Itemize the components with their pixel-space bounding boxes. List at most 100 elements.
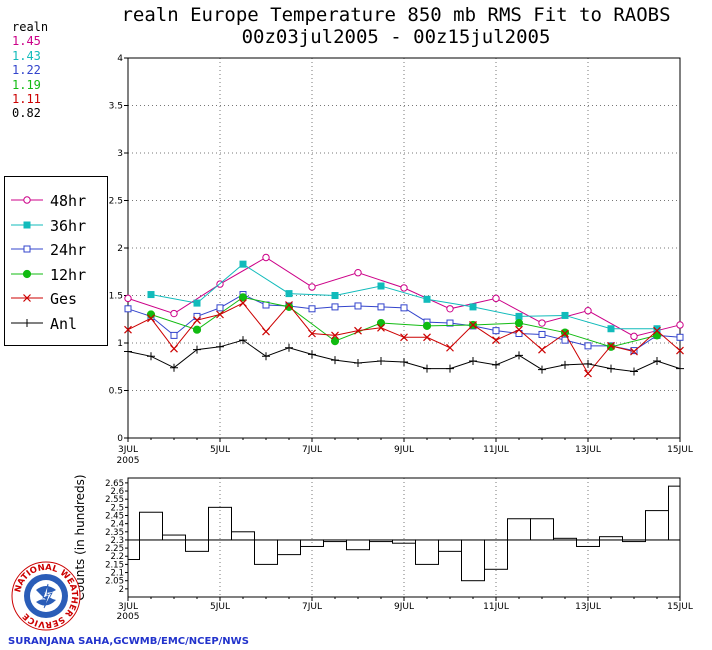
x-tick-label: 13JUL xyxy=(575,445,601,455)
data-point xyxy=(192,325,202,334)
count-bar xyxy=(277,539,301,556)
y-tick-label: 2.3 xyxy=(110,536,124,546)
stats-value-36hr: 1.43 xyxy=(12,48,41,63)
data-point xyxy=(354,269,362,277)
count-bar xyxy=(162,534,186,541)
x-year-label: 2005 xyxy=(117,456,140,466)
count-bar xyxy=(507,518,531,541)
legend-label: 36hr xyxy=(50,216,87,235)
legend-marker xyxy=(23,318,31,327)
data-point xyxy=(538,345,546,354)
count-bar xyxy=(127,539,140,561)
data-point xyxy=(561,336,569,344)
data-point xyxy=(285,343,293,352)
bar-plot-frame xyxy=(127,477,681,598)
data-point xyxy=(653,326,661,335)
legend-swatch xyxy=(11,269,43,278)
x-tick-label: 9JUL xyxy=(394,445,414,455)
data-point xyxy=(377,303,385,311)
legend-marker xyxy=(22,269,32,278)
data-point xyxy=(630,347,638,356)
stats-panel: realn 1.45 1.43 1.22 1.19 1.11 0.82 xyxy=(12,20,48,121)
count-bar xyxy=(139,511,163,541)
legend-label: 48hr xyxy=(50,192,87,210)
data-point xyxy=(400,333,408,342)
data-point xyxy=(538,365,546,374)
x-tick-label: 5JUL xyxy=(210,602,230,612)
legend-label: 24hr xyxy=(50,241,87,259)
data-point xyxy=(492,294,500,303)
y-tick-label: 2 xyxy=(117,244,123,254)
data-point xyxy=(308,283,316,291)
stats-header: realn xyxy=(12,20,49,34)
count-bar xyxy=(254,539,278,565)
count-bar xyxy=(645,510,669,541)
data-point xyxy=(400,284,408,292)
y-tick-label: 1.5 xyxy=(109,292,123,302)
data-point xyxy=(239,299,247,308)
legend-item-48hr: 48hr xyxy=(5,189,107,213)
count-bar xyxy=(231,531,255,541)
legend-item-anl: Anl xyxy=(5,312,107,336)
count-bar xyxy=(208,506,232,541)
data-point xyxy=(170,331,178,339)
legend-marker xyxy=(23,221,31,228)
y-tick-label: 0.5 xyxy=(109,387,123,397)
series-line xyxy=(150,263,657,330)
data-point xyxy=(446,305,454,313)
data-point xyxy=(515,351,523,360)
x-tick-label: 7JUL xyxy=(302,445,322,455)
data-point xyxy=(354,326,362,335)
legend-item-36hr: 36hr xyxy=(5,214,107,238)
x-tick-label: 3JUL xyxy=(118,445,138,455)
data-point xyxy=(216,342,224,351)
data-point xyxy=(607,364,615,373)
count-bar xyxy=(461,539,485,582)
data-point xyxy=(584,342,592,350)
y-axis-label: Counts (in hundreds) xyxy=(73,474,87,600)
data-point xyxy=(376,318,386,328)
y-tick-label: 2.55 xyxy=(105,495,124,505)
data-point xyxy=(308,329,316,338)
x-tick-label: 11JUL xyxy=(483,602,509,612)
legend-swatch xyxy=(11,318,43,327)
data-point xyxy=(400,358,408,366)
y-tick-label: 0 xyxy=(117,434,123,444)
data-point xyxy=(538,330,546,338)
data-point xyxy=(331,331,339,340)
stats-value-anl: 0.82 xyxy=(12,106,41,121)
legend-swatch xyxy=(11,196,43,204)
data-point xyxy=(561,329,569,338)
data-point xyxy=(377,323,385,332)
legend-marker xyxy=(23,294,31,302)
series-ges xyxy=(124,299,684,378)
y-tick-label: 2.4 xyxy=(110,520,124,530)
chart-legend: 48hr 36hr 24hr 12hr Ges Anl xyxy=(4,176,108,346)
data-point xyxy=(124,347,132,356)
data-point xyxy=(676,364,684,373)
y-tick-label: 1 xyxy=(117,339,123,349)
x-tick-label: 13JUL xyxy=(575,602,601,612)
x-tick-label: 11JUL xyxy=(483,445,509,455)
data-point xyxy=(584,359,592,368)
y-tick-label: 3 xyxy=(117,149,123,159)
data-point xyxy=(652,331,662,340)
data-point xyxy=(239,336,247,345)
data-point xyxy=(124,294,132,303)
data-point xyxy=(331,356,339,365)
legend-label: Ges xyxy=(50,290,78,308)
x-year-label: 2005 xyxy=(117,612,140,622)
legend-item-24hr: 24hr xyxy=(5,238,107,262)
data-point xyxy=(147,314,155,323)
y-tick-label: 2 xyxy=(119,585,124,595)
credit-text: SURANJANA SAHA,GCWMB/EMC/NCEP/NWS xyxy=(8,636,249,647)
stats-value-12hr: 1.19 xyxy=(12,77,41,92)
y-tick-label: 2.1 xyxy=(110,569,124,579)
data-point xyxy=(538,319,546,327)
data-point xyxy=(423,295,431,303)
y-tick-label: 2.35 xyxy=(105,528,124,538)
data-point xyxy=(193,299,201,307)
y-tick-label: 2.65 xyxy=(105,479,124,489)
data-point xyxy=(170,363,178,372)
